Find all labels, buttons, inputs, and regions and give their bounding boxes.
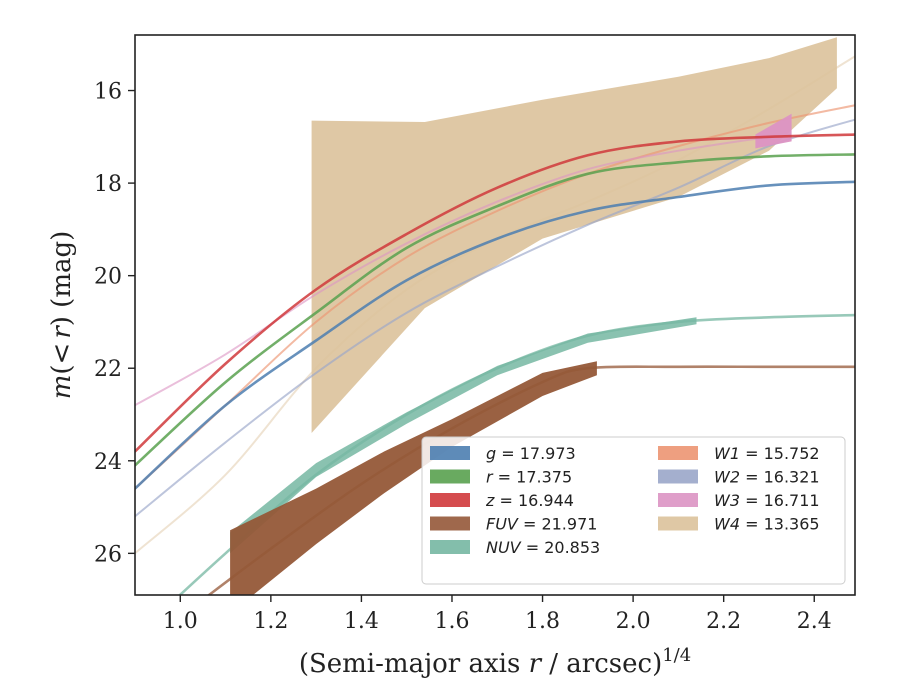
series-w1-line [135, 104, 855, 490]
series-r-line [135, 153, 855, 467]
legend-item-w4: W4 = 13.365 [658, 515, 820, 534]
y-tick-label: 26 [94, 542, 122, 567]
legend-item-w1: W1 = 15.752 [658, 444, 820, 463]
legend-swatch [658, 446, 698, 460]
legend-label: W4 = 13.365 [714, 515, 820, 534]
legend-label: W2 = 16.321 [714, 468, 820, 487]
legend-swatch [658, 493, 698, 507]
legend-label: W1 = 15.752 [714, 444, 820, 463]
legend-item-w2: W2 = 16.321 [658, 468, 820, 487]
legend-item-nuv: NUV = 20.853 [430, 538, 600, 557]
legend-swatch [430, 540, 470, 554]
ticks-layer: 1.0 1.2 1.4 1.6 1.8 2.0 2.2 2.4 16 18 20 22 24 26 [94, 80, 832, 634]
y-tick-label: 16 [94, 80, 122, 105]
legend-swatch [658, 516, 698, 531]
legend-swatch [658, 469, 698, 484]
x-tick-label: 2.0 [616, 609, 651, 634]
legend-item-g: g = 17.973 [430, 444, 576, 463]
x-tick-label: 1.6 [434, 609, 469, 634]
series-layer [135, 37, 855, 595]
legend-swatch [430, 493, 470, 507]
y-tick-label: 22 [94, 357, 122, 382]
legend-item-fuv: FUV = 21.971 [430, 515, 597, 534]
series-w3-band [755, 113, 792, 149]
legend-item-w3: W3 = 16.711 [658, 491, 820, 510]
legend-item-z: z = 16.944 [430, 491, 574, 510]
legend-label: g = 17.973 [486, 444, 576, 463]
series-w4-band [311, 37, 837, 434]
x-tick-label: 1.0 [163, 609, 198, 634]
series-fuv-band [230, 361, 597, 595]
legend-item-r: r = 17.375 [430, 468, 572, 487]
plot-frame [134, 34, 856, 596]
legend-label: z = 16.944 [485, 491, 574, 510]
y-axis-title: m(<r) (mag) [47, 231, 77, 400]
series-z-line [135, 133, 855, 453]
y-tick-label: 18 [94, 172, 122, 197]
legend-label: W3 = 16.711 [714, 491, 820, 510]
x-tick-label: 2.4 [797, 609, 832, 634]
legend-label: NUV = 20.853 [486, 538, 600, 557]
legend-frame [421, 436, 846, 585]
y-tick-label: 20 [94, 265, 122, 290]
x-tick-label: 1.2 [253, 609, 288, 634]
legend-label: FUV = 21.971 [486, 515, 597, 534]
legend-swatch [430, 446, 470, 460]
x-tick-label: 1.4 [344, 609, 379, 634]
legend: g = 17.973 r = 17.375 z = 16.944 FUV = 21.9… [421, 436, 846, 585]
x-axis-title: (Semi-major axis r / arcsec)1/4 [299, 645, 691, 679]
legend-swatch [430, 469, 470, 484]
series-w3-line [135, 135, 770, 407]
x-tick-label: 1.8 [525, 609, 560, 634]
series-g-line [135, 180, 855, 490]
x-tick-label: 2.2 [706, 609, 741, 634]
series-w2-line [135, 118, 855, 518]
legend-swatch [430, 516, 470, 531]
legend-label: r = 17.375 [486, 468, 572, 487]
y-tick-label: 24 [94, 450, 122, 475]
